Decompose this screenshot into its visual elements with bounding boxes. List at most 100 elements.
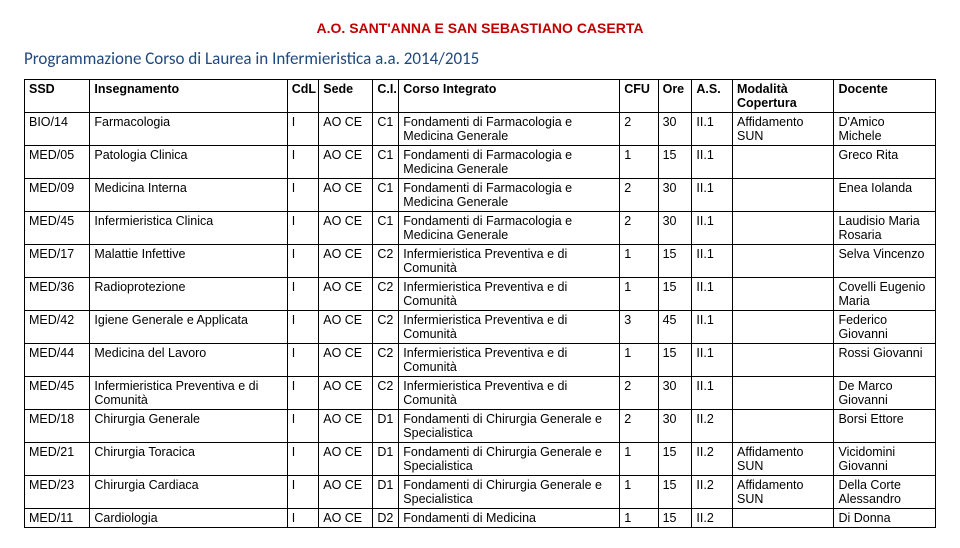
cell-as: II.2 — [692, 476, 733, 509]
cell-corso: Fondamenti di Farmacologia e Medicina Ge… — [399, 212, 620, 245]
col-as: A.S. — [692, 80, 733, 113]
table-row: MED/17Malattie InfettiveIAO CEC2Infermie… — [25, 245, 936, 278]
table-row: MED/44Medicina del LavoroIAO CEC2Infermi… — [25, 344, 936, 377]
cell-cfu: 1 — [620, 245, 658, 278]
table-row: MED/45Infermieristica ClinicaIAO CEC1Fon… — [25, 212, 936, 245]
cell-mod — [732, 509, 833, 528]
cell-corso: Infermieristica Preventiva e di Comunità — [399, 245, 620, 278]
cell-as: II.1 — [692, 113, 733, 146]
course-table: SSD Insegnamento CdL Sede C.I. Corso Int… — [24, 79, 936, 528]
cell-cfu: 2 — [620, 410, 658, 443]
cell-insegn: Cardiologia — [90, 509, 287, 528]
cell-as: II.2 — [692, 410, 733, 443]
cell-doc: Di Donna — [834, 509, 936, 528]
cell-ci: D1 — [373, 476, 399, 509]
cell-corso: Fondamenti di Farmacologia e Medicina Ge… — [399, 113, 620, 146]
cell-doc: Greco Rita — [834, 146, 936, 179]
col-cdl: CdL — [287, 80, 319, 113]
cell-cfu: 2 — [620, 179, 658, 212]
cell-insegn: Chirurgia Toracica — [90, 443, 287, 476]
cell-cdl: I — [287, 146, 319, 179]
cell-sede: AO CE — [319, 443, 373, 476]
cell-cdl: I — [287, 509, 319, 528]
cell-ore: 15 — [658, 278, 692, 311]
cell-cfu: 1 — [620, 476, 658, 509]
cell-cdl: I — [287, 344, 319, 377]
cell-ssd: MED/05 — [25, 146, 90, 179]
cell-ci: C1 — [373, 212, 399, 245]
cell-ssd: MED/44 — [25, 344, 90, 377]
cell-doc: Della Corte Alessandro — [834, 476, 936, 509]
cell-cdl: I — [287, 443, 319, 476]
cell-as: II.1 — [692, 278, 733, 311]
cell-ci: C2 — [373, 278, 399, 311]
cell-as: II.1 — [692, 146, 733, 179]
cell-sede: AO CE — [319, 146, 373, 179]
cell-ssd: MED/42 — [25, 311, 90, 344]
cell-ore: 45 — [658, 311, 692, 344]
cell-sede: AO CE — [319, 344, 373, 377]
cell-mod — [732, 179, 833, 212]
cell-cdl: I — [287, 377, 319, 410]
table-header-row: SSD Insegnamento CdL Sede C.I. Corso Int… — [25, 80, 936, 113]
cell-sede: AO CE — [319, 509, 373, 528]
cell-insegn: Infermieristica Clinica — [90, 212, 287, 245]
table-row: MED/23Chirurgia CardiacaIAO CED1Fondamen… — [25, 476, 936, 509]
cell-as: II.1 — [692, 212, 733, 245]
table-row: MED/05Patologia ClinicaIAO CEC1Fondament… — [25, 146, 936, 179]
cell-sede: AO CE — [319, 476, 373, 509]
cell-doc: Rossi Giovanni — [834, 344, 936, 377]
col-insegn: Insegnamento — [90, 80, 287, 113]
cell-ci: D1 — [373, 410, 399, 443]
cell-ci: D1 — [373, 443, 399, 476]
cell-as: II.2 — [692, 509, 733, 528]
cell-ssd: MED/11 — [25, 509, 90, 528]
cell-doc: D'Amico Michele — [834, 113, 936, 146]
col-corso: Corso Integrato — [399, 80, 620, 113]
cell-corso: Infermieristica Preventiva e di Comunità — [399, 278, 620, 311]
table-row: MED/45Infermieristica Preventiva e di Co… — [25, 377, 936, 410]
cell-mod — [732, 212, 833, 245]
cell-mod: Affidamento SUN — [732, 113, 833, 146]
cell-cfu: 2 — [620, 212, 658, 245]
cell-insegn: Patologia Clinica — [90, 146, 287, 179]
cell-corso: Infermieristica Preventiva e di Comunità — [399, 377, 620, 410]
cell-ci: C2 — [373, 344, 399, 377]
cell-corso: Fondamenti di Chirurgia Generale e Speci… — [399, 410, 620, 443]
cell-doc: Selva Vincenzo — [834, 245, 936, 278]
cell-ci: D2 — [373, 509, 399, 528]
cell-cdl: I — [287, 245, 319, 278]
cell-insegn: Igiene Generale e Applicata — [90, 311, 287, 344]
cell-corso: Fondamenti di Farmacologia e Medicina Ge… — [399, 146, 620, 179]
cell-cdl: I — [287, 212, 319, 245]
cell-corso: Fondamenti di Medicina — [399, 509, 620, 528]
table-row: MED/18Chirurgia GeneraleIAO CED1Fondamen… — [25, 410, 936, 443]
cell-cfu: 1 — [620, 278, 658, 311]
cell-sede: AO CE — [319, 410, 373, 443]
cell-sede: AO CE — [319, 179, 373, 212]
cell-insegn: Malattie Infettive — [90, 245, 287, 278]
cell-ore: 30 — [658, 212, 692, 245]
cell-ci: C1 — [373, 113, 399, 146]
cell-cfu: 1 — [620, 344, 658, 377]
cell-sede: AO CE — [319, 278, 373, 311]
cell-mod: Affidamento SUN — [732, 476, 833, 509]
cell-cfu: 1 — [620, 146, 658, 179]
cell-ci: C2 — [373, 311, 399, 344]
cell-ssd: MED/17 — [25, 245, 90, 278]
cell-ore: 15 — [658, 476, 692, 509]
cell-mod — [732, 278, 833, 311]
cell-insegn: Medicina del Lavoro — [90, 344, 287, 377]
col-cfu: CFU — [620, 80, 658, 113]
cell-cdl: I — [287, 311, 319, 344]
cell-insegn: Chirurgia Generale — [90, 410, 287, 443]
table-body: BIO/14FarmacologiaIAO CEC1Fondamenti di … — [25, 113, 936, 528]
cell-ssd: BIO/14 — [25, 113, 90, 146]
cell-cdl: I — [287, 113, 319, 146]
cell-as: II.1 — [692, 377, 733, 410]
cell-ssd: MED/45 — [25, 212, 90, 245]
cell-mod — [732, 377, 833, 410]
cell-as: II.2 — [692, 443, 733, 476]
cell-insegn: Medicina Interna — [90, 179, 287, 212]
cell-mod: Affidamento SUN — [732, 443, 833, 476]
